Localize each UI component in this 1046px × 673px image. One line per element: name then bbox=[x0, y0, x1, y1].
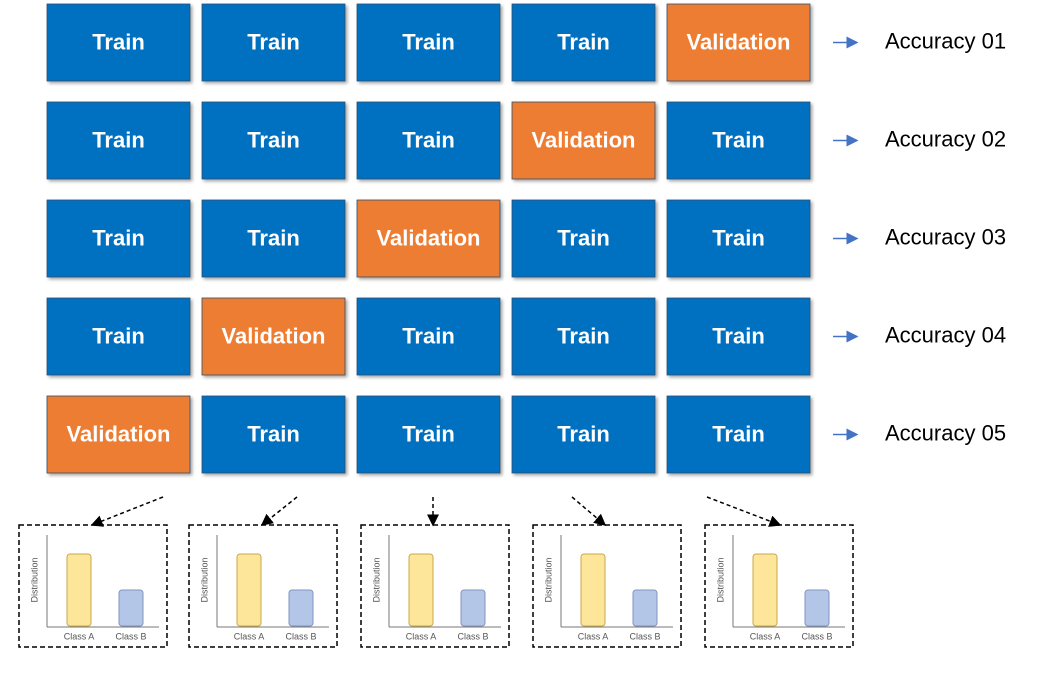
panel-box bbox=[188, 524, 338, 648]
class-a-bar bbox=[408, 553, 434, 627]
fold-label: Train bbox=[247, 421, 300, 446]
fold-box bbox=[511, 101, 656, 180]
dashed-arrow bbox=[90, 496, 164, 527]
fold-box bbox=[666, 199, 811, 278]
fold-box bbox=[511, 395, 656, 474]
fold-label: Train bbox=[402, 127, 455, 152]
fold-label: Validation bbox=[222, 323, 326, 348]
class-label: Class B bbox=[801, 631, 832, 641]
fold-label: Train bbox=[712, 421, 765, 446]
class-a-bar bbox=[752, 553, 778, 627]
fold-box bbox=[46, 297, 191, 376]
class-a-bar bbox=[236, 553, 262, 627]
fold-label: Train bbox=[712, 225, 765, 250]
fold-label: Train bbox=[92, 127, 145, 152]
dashed-arrow bbox=[706, 496, 782, 527]
accuracy-label: Accuracy 02 bbox=[885, 126, 1006, 151]
y-axis-label: Distribution bbox=[29, 557, 39, 602]
dashed-arrow bbox=[571, 496, 607, 526]
fold-label: Train bbox=[92, 29, 145, 54]
class-label: Class A bbox=[578, 631, 609, 641]
accuracy-label: Accuracy 05 bbox=[885, 420, 1006, 445]
class-b-bar bbox=[460, 589, 486, 627]
class-label: Class A bbox=[406, 631, 437, 641]
fold-box bbox=[511, 3, 656, 82]
fold-box bbox=[46, 101, 191, 180]
fold-label: Train bbox=[92, 225, 145, 250]
class-label: Class B bbox=[285, 631, 316, 641]
fold-label: Train bbox=[247, 127, 300, 152]
panel-box bbox=[532, 524, 682, 648]
fold-label: Train bbox=[402, 421, 455, 446]
fold-label: Train bbox=[402, 323, 455, 348]
fold-label: Train bbox=[712, 323, 765, 348]
class-a-bar bbox=[66, 553, 92, 627]
fold-label: Train bbox=[247, 225, 300, 250]
fold-box bbox=[356, 199, 501, 278]
fold-box bbox=[201, 395, 346, 474]
class-label: Class A bbox=[750, 631, 781, 641]
panel-box bbox=[360, 524, 510, 648]
fold-box bbox=[666, 395, 811, 474]
class-b-bar bbox=[804, 589, 830, 627]
fold-box bbox=[46, 395, 191, 474]
fold-label: Validation bbox=[377, 225, 481, 250]
class-b-bar bbox=[288, 589, 314, 627]
fold-label: Validation bbox=[532, 127, 636, 152]
y-axis-label: Distribution bbox=[715, 557, 725, 602]
panel-box bbox=[704, 524, 854, 648]
accuracy-label: Accuracy 04 bbox=[885, 322, 1006, 347]
class-label: Class A bbox=[64, 631, 95, 641]
fold-label: Train bbox=[557, 421, 610, 446]
fold-box bbox=[666, 297, 811, 376]
accuracy-label: Accuracy 01 bbox=[885, 28, 1006, 53]
fold-label: Validation bbox=[67, 421, 171, 446]
fold-box bbox=[46, 199, 191, 278]
fold-box bbox=[356, 297, 501, 376]
fold-box bbox=[356, 101, 501, 180]
class-b-bar bbox=[632, 589, 658, 627]
y-axis-label: Distribution bbox=[371, 557, 381, 602]
fold-box bbox=[356, 3, 501, 82]
fold-label: Train bbox=[402, 29, 455, 54]
accuracy-label: Accuracy 03 bbox=[885, 224, 1006, 249]
fold-box bbox=[201, 297, 346, 376]
fold-box bbox=[201, 199, 346, 278]
fold-label: Train bbox=[557, 225, 610, 250]
fold-label: Train bbox=[557, 323, 610, 348]
fold-box bbox=[666, 3, 811, 82]
fold-box bbox=[201, 3, 346, 82]
fold-box bbox=[511, 199, 656, 278]
fold-box bbox=[356, 395, 501, 474]
fold-label: Train bbox=[557, 29, 610, 54]
class-label: Class B bbox=[457, 631, 488, 641]
fold-box bbox=[201, 101, 346, 180]
fold-label: Train bbox=[92, 323, 145, 348]
y-axis-label: Distribution bbox=[543, 557, 553, 602]
class-b-bar bbox=[118, 589, 144, 627]
y-axis-label: Distribution bbox=[199, 557, 209, 602]
fold-box bbox=[511, 297, 656, 376]
class-a-bar bbox=[580, 553, 606, 627]
fold-box bbox=[666, 101, 811, 180]
fold-label: Validation bbox=[687, 29, 791, 54]
panel-box bbox=[18, 524, 168, 648]
fold-label: Train bbox=[712, 127, 765, 152]
class-label: Class B bbox=[629, 631, 660, 641]
fold-box bbox=[46, 3, 191, 82]
class-label: Class A bbox=[234, 631, 265, 641]
dashed-arrow bbox=[260, 496, 298, 526]
fold-label: Train bbox=[247, 29, 300, 54]
class-label: Class B bbox=[115, 631, 146, 641]
